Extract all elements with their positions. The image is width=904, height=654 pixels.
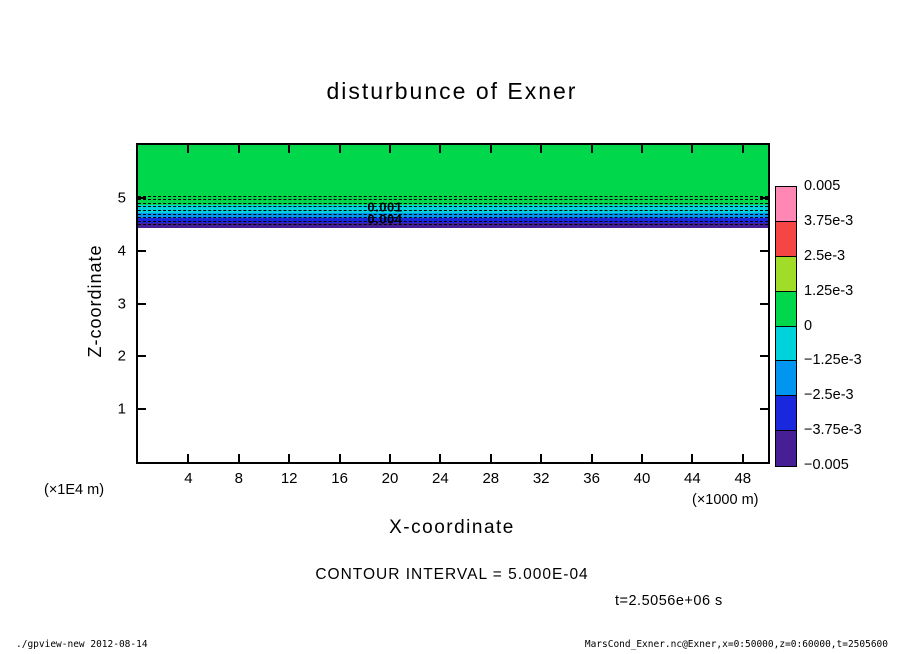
colorbar-tick-label: 0.005 (804, 178, 841, 194)
x-tick-label: 16 (331, 470, 348, 487)
x-axis-label: X-coordinate (389, 517, 515, 538)
x-tick (489, 145, 492, 153)
y-tick (760, 302, 768, 305)
colorbar-tick-label: −1.25e-3 (804, 352, 862, 369)
colorbar-tick-label: 3.75e-3 (804, 212, 854, 229)
y-tick (138, 302, 146, 305)
x-tick (338, 454, 341, 462)
x-tick (741, 145, 744, 153)
x-tick (187, 454, 190, 462)
x-tick (288, 145, 291, 153)
x-tick (540, 454, 543, 462)
colorbar-tick-label: 1.25e-3 (804, 282, 854, 299)
contour-line (138, 213, 768, 215)
contour-line (138, 216, 768, 218)
colorbar-segment (776, 396, 796, 432)
contour-line (138, 210, 768, 212)
x-tick-label: 28 (482, 470, 500, 487)
footer-command-text: ./gpview-new 2012-08-14 (16, 639, 148, 650)
tone-band (138, 227, 768, 462)
x-tick-label: 44 (684, 470, 701, 487)
tone-band (138, 217, 768, 224)
time-label: t=2.5056e+06 s (615, 593, 723, 609)
colorbar-segment (776, 187, 796, 222)
x-tick (590, 145, 593, 153)
plot-area: 0.001 0.004 (136, 143, 770, 464)
contour-interval-text: CONTOUR INTERVAL = 5.000E-04 (315, 566, 589, 583)
x-tick-label: 8 (234, 470, 243, 487)
x-tick (641, 145, 643, 153)
y-tick-label: 4 (117, 242, 126, 260)
y-tick-label: 3 (117, 295, 126, 312)
x-tick-label: 36 (583, 470, 600, 487)
x-tick (489, 454, 492, 462)
tone-band (138, 145, 768, 205)
y-tick (760, 196, 768, 199)
colorbar-segment (776, 221, 796, 257)
x-tick (237, 454, 240, 462)
x-tick-label: 20 (381, 470, 399, 487)
y-tick (138, 355, 146, 358)
colorbar-tick-label: 2.5e-3 (804, 247, 846, 264)
x-tick (389, 145, 391, 153)
tone-band (138, 213, 768, 218)
x-axis-scale-note: (×1000 m) (692, 492, 759, 508)
x-tick (691, 454, 694, 462)
y-tick (760, 408, 768, 411)
x-tick-label: 40 (633, 470, 651, 487)
contour-line (138, 220, 768, 222)
y-tick (760, 355, 768, 358)
tone-band (138, 204, 768, 214)
x-tick (338, 145, 341, 153)
x-tick (439, 454, 442, 462)
x-tick-label: 4 (184, 470, 193, 487)
x-tick (187, 145, 190, 153)
chart-title: disturbunce of Exner (326, 78, 578, 104)
y-tick (138, 196, 146, 199)
footer-file-text: MarsCond_Exner.nc@Exner,x=0:50000,z=0:60… (584, 639, 888, 650)
x-tick (288, 454, 291, 462)
y-tick-label: 5 (117, 189, 126, 207)
contour-line (138, 199, 768, 201)
y-tick-label: 1 (117, 400, 126, 418)
contour-value-label: 0.001 (367, 199, 403, 215)
y-axis-scale-note: (×1E4 m) (44, 482, 105, 498)
y-tick (138, 249, 146, 252)
tone-band (138, 223, 768, 228)
x-tick-label: 24 (432, 470, 449, 487)
x-tick-label: 12 (280, 470, 298, 487)
x-tick (641, 454, 643, 462)
colorbar-tick-label: −3.75e-3 (804, 422, 862, 439)
colorbar (775, 186, 797, 467)
colorbar-segment (776, 256, 796, 292)
contour-line (138, 206, 768, 208)
x-tick (439, 145, 442, 153)
colorbar-segment (776, 431, 796, 466)
contour-line (138, 203, 768, 205)
contour-value-label: 0.004 (367, 211, 403, 227)
x-tick (741, 454, 744, 462)
x-tick (590, 454, 593, 462)
colorbar-segment (776, 291, 796, 327)
contour-line (138, 195, 768, 197)
x-tick (389, 454, 391, 462)
x-tick (691, 145, 694, 153)
y-tick (138, 408, 146, 411)
colorbar-segment (776, 361, 796, 397)
colorbar-segment (776, 326, 796, 362)
colorbar-tick-label: 0 (804, 317, 813, 334)
contour-line (138, 223, 768, 225)
y-tick (760, 249, 768, 252)
x-tick-label: 48 (734, 470, 752, 487)
y-tick-label: 2 (117, 347, 126, 365)
colorbar-tick-label: −2.5e-3 (804, 387, 854, 404)
x-tick (540, 145, 543, 153)
x-tick (237, 145, 240, 153)
colorbar-tick-label: −0.005 (804, 457, 849, 473)
x-tick-label: 32 (532, 470, 550, 487)
